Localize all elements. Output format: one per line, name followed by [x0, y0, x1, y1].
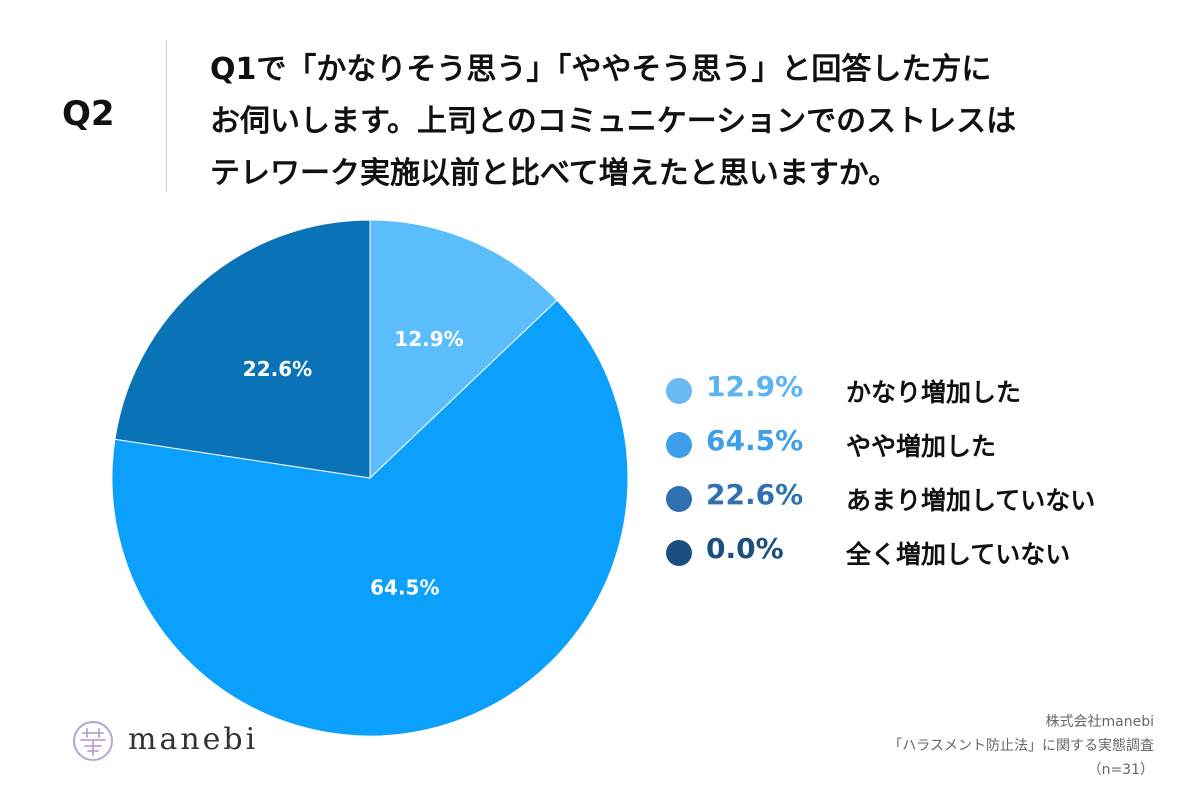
logo-wordmark: manebi [128, 722, 259, 757]
legend-item: 64.5% やや増加した [664, 420, 1164, 474]
legend-item: 0.0% 全く増加していない [664, 528, 1164, 582]
legend-dot [666, 378, 692, 404]
pie-slice [111, 299, 629, 737]
legend-label: あまり増加していない [846, 486, 1096, 515]
legend-item: 12.9% かなり増加した [664, 366, 1164, 420]
legend-percent: 22.6% [706, 478, 804, 511]
pie-slice-label: 64.5% [370, 575, 439, 599]
question-number: Q2 [62, 94, 115, 134]
legend-label: かなり増加した [846, 378, 1022, 407]
legend: 12.9% かなり増加した 64.5% やや増加した 22.6% あまり増加して… [664, 366, 1164, 582]
legend-percent: 64.5% [706, 424, 804, 457]
source-note: 株式会社manebi 「ハラスメント防止法」に関する実態調査 （n=31） [888, 710, 1154, 782]
legend-dot [666, 540, 692, 566]
legend-dot [666, 486, 692, 512]
pie-slice-label: 22.6% [243, 357, 312, 381]
pie-slice [114, 219, 371, 479]
legend-dot [666, 432, 692, 458]
pie-slice-label: 12.9% [394, 327, 463, 351]
question-line: お伺いします。上司とのコミュニケーションでのストレスは [210, 104, 1017, 139]
question-line: テレワーク実施以前と比べて増えたと思いますか。 [210, 156, 899, 191]
legend-label: 全く増加していない [846, 540, 1071, 569]
header-divider [166, 40, 167, 192]
manebi-logo-icon [73, 721, 113, 761]
question-line: Q1で「かなりそう思う」「ややそう思う」と回答した方に [210, 52, 992, 87]
pie-slice [369, 219, 558, 480]
legend-item: 22.6% あまり増加していない [664, 474, 1164, 528]
legend-label: やや増加した [846, 432, 997, 461]
source-survey: 「ハラスメント防止法」に関する実態調査 [888, 738, 1154, 754]
source-company: 株式会社manebi [1045, 714, 1154, 730]
question-text: Q1で「かなりそう思う」「ややそう思う」と回答した方に お伺いします。上司とのコ… [210, 44, 1170, 200]
legend-percent: 12.9% [706, 370, 804, 403]
source-sample: （n=31） [1087, 762, 1154, 778]
legend-percent: 0.0% [706, 532, 784, 565]
